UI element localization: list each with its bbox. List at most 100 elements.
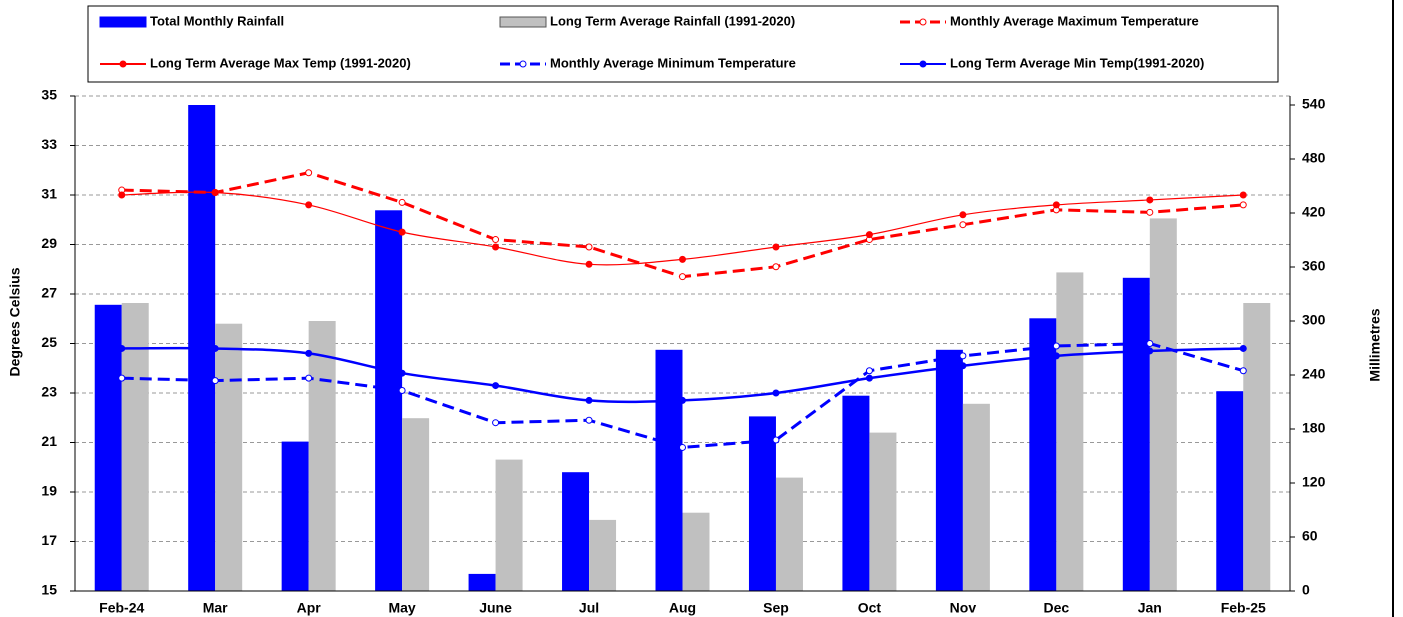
y2-tick-label: 60 <box>1302 528 1318 544</box>
legend-marker <box>519 60 527 68</box>
y2-tick-label: 240 <box>1302 366 1326 382</box>
y2-tick-label: 180 <box>1302 420 1326 436</box>
x-tick-label: Oct <box>858 600 882 616</box>
marker <box>1052 352 1060 360</box>
legend-marker <box>919 60 927 68</box>
y2-axis-label: Millimetres <box>1367 308 1383 381</box>
y2-tick-label: 120 <box>1302 474 1326 490</box>
y-tick-label: 33 <box>41 136 57 152</box>
y-tick-label: 19 <box>41 483 57 499</box>
marker <box>772 389 780 397</box>
marker <box>585 396 593 404</box>
bar <box>748 416 776 591</box>
marker <box>772 243 780 251</box>
marker <box>1052 201 1060 209</box>
marker <box>772 263 780 271</box>
marker <box>118 191 126 199</box>
marker <box>398 228 406 236</box>
bar <box>1216 391 1244 591</box>
legend-label: Long Term Average Rainfall (1991-2020) <box>550 13 795 28</box>
marker <box>865 374 873 382</box>
marker <box>398 369 406 377</box>
marker <box>679 396 686 404</box>
bar <box>1149 218 1177 591</box>
y-tick-label: 29 <box>41 235 57 251</box>
bar <box>468 573 496 591</box>
marker <box>959 352 967 360</box>
x-tick-label: Jul <box>579 600 599 616</box>
marker <box>959 362 967 370</box>
marker <box>679 273 686 281</box>
x-tick-label: Feb-24 <box>99 600 144 616</box>
bar <box>281 441 309 591</box>
x-tick-label: Mar <box>203 600 228 616</box>
bar <box>375 210 403 592</box>
bar <box>962 403 990 591</box>
y-tick-label: 35 <box>41 87 57 103</box>
marker <box>585 260 593 268</box>
x-tick-label: May <box>388 600 415 616</box>
legend-marker <box>119 60 127 68</box>
y2-tick-label: 480 <box>1302 150 1326 166</box>
bar <box>94 304 122 591</box>
marker <box>585 243 593 251</box>
marker <box>1146 340 1154 347</box>
marker <box>305 374 313 382</box>
marker <box>305 349 313 357</box>
marker <box>398 387 406 395</box>
y2-tick-label: 0 <box>1302 582 1310 598</box>
marker <box>211 189 219 197</box>
marker <box>118 344 126 352</box>
x-tick-label: Aug <box>669 600 696 616</box>
legend-swatch <box>499 16 547 28</box>
bar <box>682 512 710 591</box>
y-tick-label: 31 <box>41 186 57 202</box>
marker <box>211 344 219 352</box>
marker <box>959 211 967 219</box>
bar <box>402 418 430 591</box>
y-axis-label: Degrees Celsius <box>7 267 23 376</box>
marker <box>1146 196 1154 204</box>
legend-label: Total Monthly Rainfall <box>150 13 284 28</box>
marker <box>211 377 219 385</box>
bar <box>1243 303 1271 591</box>
bar <box>1029 318 1057 591</box>
marker <box>1239 201 1247 209</box>
x-tick-label: Nov <box>950 600 977 616</box>
bar <box>655 349 683 591</box>
y-tick-label: 17 <box>41 532 57 548</box>
marker <box>398 198 406 206</box>
bar <box>1056 272 1084 591</box>
x-tick-label: Apr <box>297 600 322 616</box>
y-tick-label: 27 <box>41 285 57 301</box>
marker <box>305 201 313 209</box>
y-tick-label: 21 <box>41 433 57 449</box>
bar <box>215 323 243 591</box>
x-tick-label: Feb-25 <box>1221 600 1266 616</box>
legend-marker <box>919 18 927 26</box>
legend-label: Monthly Average Maximum Temperature <box>950 13 1199 28</box>
marker <box>1239 344 1247 352</box>
bar <box>121 303 149 591</box>
marker <box>865 231 873 239</box>
x-tick-label: Sep <box>763 600 789 616</box>
legend-label: Long Term Average Max Temp (1991-2020) <box>150 55 411 70</box>
y-tick-label: 23 <box>41 384 57 400</box>
marker <box>959 221 967 229</box>
marker <box>679 255 686 263</box>
bar <box>775 477 803 591</box>
bar <box>869 432 897 591</box>
bar <box>562 472 590 591</box>
bar <box>842 395 870 591</box>
marker <box>492 236 500 244</box>
marker <box>772 436 780 444</box>
line <box>121 191 1244 266</box>
legend-swatch <box>99 16 147 28</box>
bar <box>935 349 963 591</box>
legend-box <box>87 5 1279 83</box>
marker <box>1239 191 1247 199</box>
y2-tick-label: 540 <box>1302 96 1326 112</box>
y-tick-label: 25 <box>41 334 57 350</box>
marker <box>1146 208 1154 216</box>
